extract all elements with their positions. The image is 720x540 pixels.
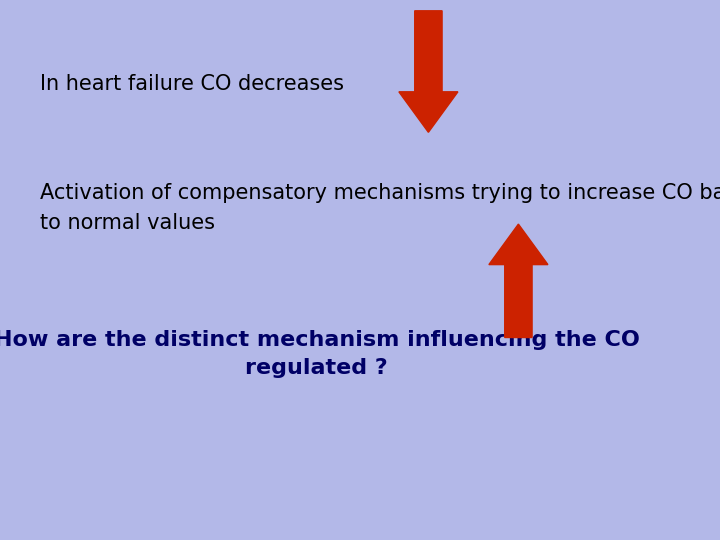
FancyArrow shape [489, 224, 548, 338]
Text: In heart failure CO decreases: In heart failure CO decreases [40, 73, 343, 94]
Text: How are the distinct mechanism influencing the CO
regulated ?: How are the distinct mechanism influenci… [0, 330, 640, 377]
FancyArrow shape [399, 11, 458, 132]
Text: Activation of compensatory mechanisms trying to increase CO back
to normal value: Activation of compensatory mechanisms tr… [40, 183, 720, 233]
